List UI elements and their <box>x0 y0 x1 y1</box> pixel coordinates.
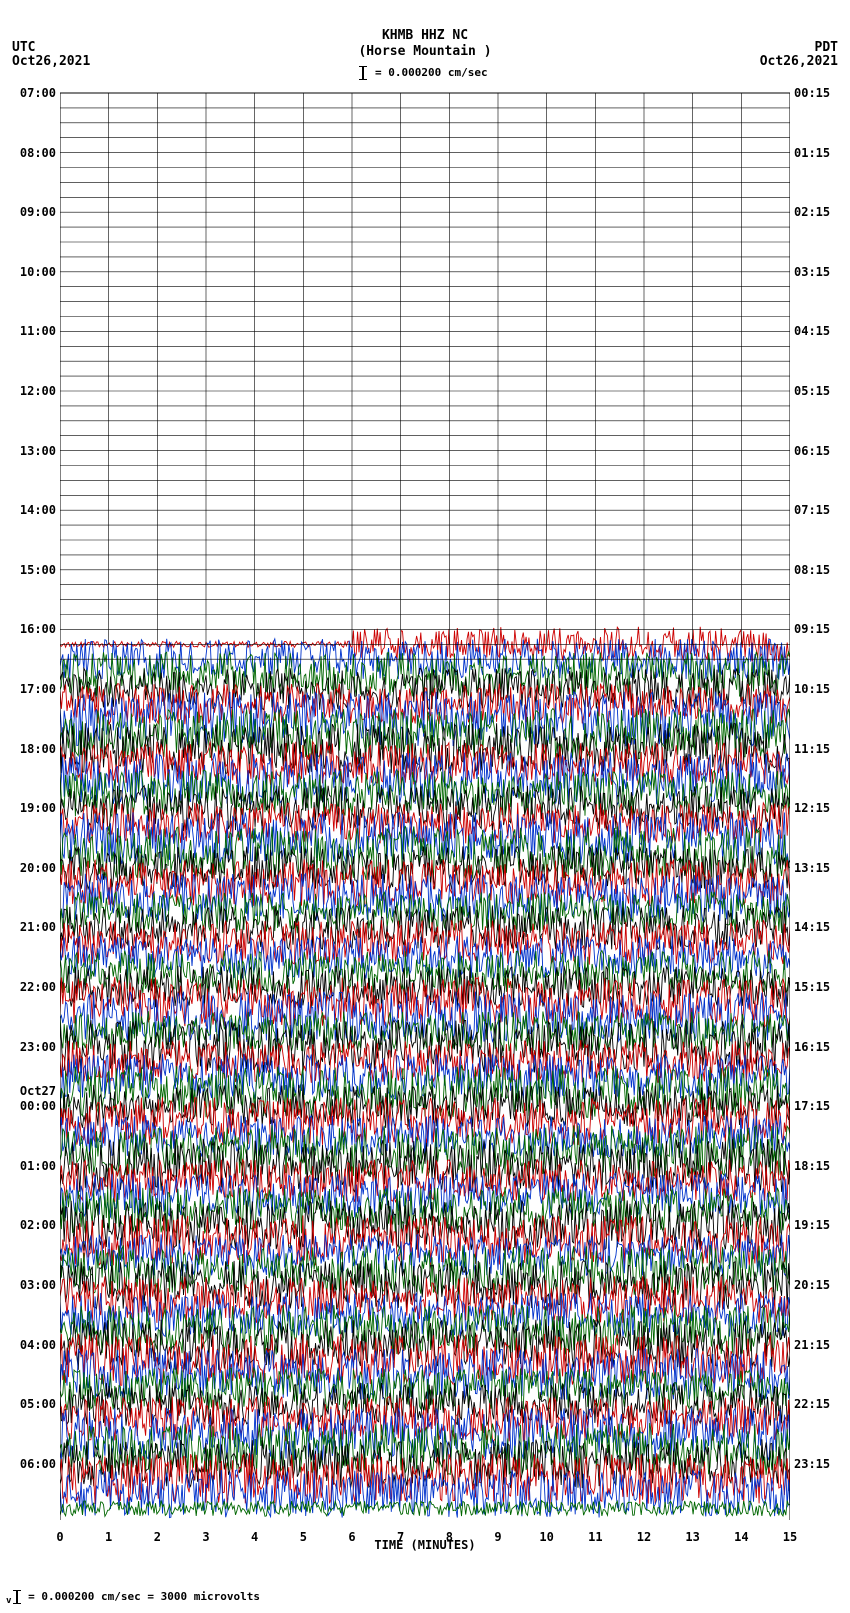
scale-indicator: = 0.000200 cm/sec <box>0 66 850 80</box>
left-time-label: 23:00 <box>8 1040 56 1054</box>
left-time-label: 18:00 <box>8 742 56 756</box>
left-time-label: 07:00 <box>8 86 56 100</box>
helicorder-plot <box>60 90 790 1520</box>
left-time-label: 12:00 <box>8 384 56 398</box>
right-time-label: 21:15 <box>794 1338 842 1352</box>
left-time-label: 16:00 <box>8 622 56 636</box>
right-time-label: 12:15 <box>794 801 842 815</box>
station-title: KHMB HHZ NC <box>0 28 850 43</box>
right-time-label: 17:15 <box>794 1099 842 1113</box>
right-time-label: 04:15 <box>794 324 842 338</box>
xaxis-label: TIME (MINUTES) <box>0 1538 850 1552</box>
right-time-label: 10:15 <box>794 682 842 696</box>
right-time-label: 02:15 <box>794 205 842 219</box>
right-time-label: 15:15 <box>794 980 842 994</box>
left-time-label: 14:00 <box>8 503 56 517</box>
left-time-label: 20:00 <box>8 861 56 875</box>
left-time-label: 17:00 <box>8 682 56 696</box>
left-time-label: 00:00 <box>8 1099 56 1113</box>
right-time-label: 07:15 <box>794 503 842 517</box>
right-time-label: 01:15 <box>794 146 842 160</box>
scale-bar-icon <box>362 66 364 80</box>
left-time-label: 04:00 <box>8 1338 56 1352</box>
right-time-label: 23:15 <box>794 1457 842 1471</box>
timezone-left: UTC <box>12 40 35 55</box>
date-right: Oct26,2021 <box>760 54 838 69</box>
right-time-label: 22:15 <box>794 1397 842 1411</box>
footer-text: 0.000200 cm/sec = 3000 microvolts <box>41 1590 260 1603</box>
footer-eq: = <box>28 1590 35 1603</box>
right-time-label: 11:15 <box>794 742 842 756</box>
right-time-label: 05:15 <box>794 384 842 398</box>
right-time-label: 13:15 <box>794 861 842 875</box>
left-time-label: 19:00 <box>8 801 56 815</box>
left-time-label: 21:00 <box>8 920 56 934</box>
left-time-label: 09:00 <box>8 205 56 219</box>
left-time-label: 11:00 <box>8 324 56 338</box>
right-time-label: 16:15 <box>794 1040 842 1054</box>
left-time-label: 01:00 <box>8 1159 56 1173</box>
midnight-date-label: Oct27 <box>8 1084 56 1098</box>
right-time-label: 09:15 <box>794 622 842 636</box>
scale-text: = 0.000200 cm/sec <box>375 66 488 79</box>
left-time-label: 22:00 <box>8 980 56 994</box>
left-time-label: 06:00 <box>8 1457 56 1471</box>
right-time-label: 00:15 <box>794 86 842 100</box>
left-time-label: 03:00 <box>8 1278 56 1292</box>
location-subtitle: (Horse Mountain ) <box>0 44 850 59</box>
right-time-label: 19:15 <box>794 1218 842 1232</box>
left-time-label: 15:00 <box>8 563 56 577</box>
timezone-right: PDT <box>815 40 838 55</box>
left-time-label: 13:00 <box>8 444 56 458</box>
footer-scale: v = 0.000200 cm/sec = 3000 microvolts <box>6 1590 260 1606</box>
right-time-label: 14:15 <box>794 920 842 934</box>
right-time-label: 08:15 <box>794 563 842 577</box>
footer-bar-icon <box>16 1590 18 1604</box>
right-time-label: 20:15 <box>794 1278 842 1292</box>
left-time-label: 10:00 <box>8 265 56 279</box>
right-time-label: 03:15 <box>794 265 842 279</box>
right-time-label: 06:15 <box>794 444 842 458</box>
left-time-label: 08:00 <box>8 146 56 160</box>
left-time-label: 05:00 <box>8 1397 56 1411</box>
right-time-label: 18:15 <box>794 1159 842 1173</box>
helicorder-container: KHMB HHZ NC (Horse Mountain ) = 0.000200… <box>0 0 850 1613</box>
left-time-label: 02:00 <box>8 1218 56 1232</box>
date-left: Oct26,2021 <box>12 54 90 69</box>
